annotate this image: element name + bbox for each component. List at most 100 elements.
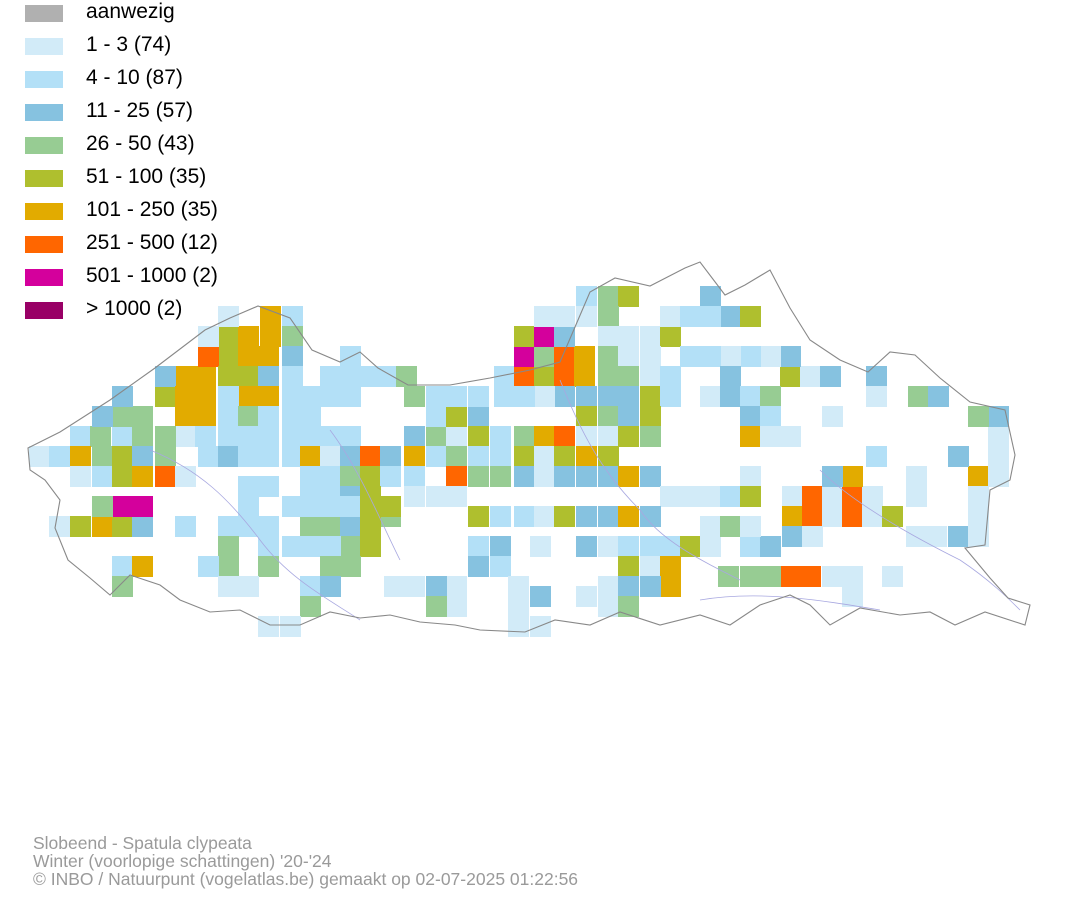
grid-cell <box>862 486 883 507</box>
legend-swatch <box>25 203 63 220</box>
grid-cell <box>112 386 133 407</box>
grid-cell <box>598 406 619 427</box>
grid-cell <box>948 526 969 547</box>
grid-cell <box>218 386 239 407</box>
grid-cell <box>238 496 259 517</box>
grid-cell <box>740 306 761 327</box>
grid-cell <box>468 446 489 467</box>
grid-cell <box>866 386 887 407</box>
grid-cell <box>988 426 1009 447</box>
grid-cell <box>660 536 681 557</box>
grid-cell <box>49 516 70 537</box>
grid-cell <box>195 406 216 427</box>
legend-label: 11 - 25 (57) <box>86 99 193 122</box>
grid-cell <box>640 386 661 407</box>
grid-cell <box>175 406 196 427</box>
legend-item: > 1000 (2) <box>25 297 325 321</box>
grid-cell <box>534 306 555 327</box>
grid-cell <box>802 506 823 527</box>
grid-cell <box>320 466 341 487</box>
grid-cell <box>218 446 239 467</box>
legend-label: 101 - 250 (35) <box>86 198 218 221</box>
grid-cell <box>508 596 529 617</box>
grid-cell <box>740 536 761 557</box>
grid-cell <box>822 406 843 427</box>
grid-cell <box>530 586 551 607</box>
grid-cell <box>198 556 219 577</box>
grid-cells <box>29 286 1009 637</box>
legend-item: 11 - 25 (57) <box>25 99 325 123</box>
legend-swatch <box>25 38 63 55</box>
grid-cell <box>90 426 111 447</box>
grid-cell <box>218 326 239 347</box>
grid-cell <box>554 386 575 407</box>
grid-cell <box>340 536 361 557</box>
legend-item: 501 - 1000 (2) <box>25 264 325 288</box>
grid-cell <box>300 496 321 517</box>
grid-cell <box>258 426 279 447</box>
grid-cell <box>740 516 761 537</box>
legend-swatch <box>25 302 63 319</box>
legend-swatch <box>25 236 63 253</box>
grid-cell <box>534 346 555 367</box>
grid-cell <box>282 346 303 367</box>
grid-cell <box>132 466 153 487</box>
grid-cell <box>718 566 739 587</box>
grid-cell <box>576 426 597 447</box>
grid-cell <box>660 386 681 407</box>
grid-cell <box>618 366 639 387</box>
grid-cell <box>468 536 489 557</box>
grid-cell <box>514 466 535 487</box>
grid-cell <box>112 516 133 537</box>
grid-cell <box>175 516 196 537</box>
grid-cell <box>782 526 803 547</box>
grid-cell <box>198 446 219 467</box>
grid-cell <box>112 556 133 577</box>
grid-cell <box>618 506 639 527</box>
grid-cell <box>842 486 863 507</box>
grid-cell <box>598 466 619 487</box>
grid-cell <box>720 386 741 407</box>
grid-cell <box>446 446 467 467</box>
grid-cell <box>468 506 489 527</box>
legend-swatch <box>25 269 63 286</box>
grid-cell <box>258 556 279 577</box>
grid-cell <box>426 446 447 467</box>
grid-cell <box>300 446 321 467</box>
grid-cell <box>842 466 863 487</box>
rivers <box>149 379 1021 621</box>
grid-cell <box>360 366 381 387</box>
grid-cell <box>968 506 989 527</box>
grid-cell <box>490 466 511 487</box>
grid-cell <box>514 506 535 527</box>
grid-cell <box>554 446 575 467</box>
grid-cell <box>494 386 515 407</box>
grid-cell <box>198 326 219 347</box>
grid-cell <box>618 576 639 597</box>
grid-cell <box>426 576 447 597</box>
grid-cell <box>218 576 239 597</box>
grid-cell <box>238 426 259 447</box>
grid-cell <box>175 386 196 407</box>
legend-swatch <box>25 5 63 22</box>
grid-cell <box>340 516 361 537</box>
grid-cell <box>468 426 489 447</box>
grid-cell <box>258 346 279 367</box>
grid-cell <box>576 386 597 407</box>
grid-cell <box>554 326 575 347</box>
grid-cell <box>780 566 801 587</box>
grid-cell <box>988 406 1009 427</box>
grid-cell <box>882 506 903 527</box>
grid-cell <box>530 616 551 637</box>
legend-label: aanwezig <box>86 0 175 23</box>
grid-cell <box>360 536 381 557</box>
grid-cell <box>446 386 467 407</box>
legend-item: 251 - 500 (12) <box>25 231 325 255</box>
grid-cell <box>988 466 1009 487</box>
grid-cell <box>282 426 303 447</box>
grid-cell <box>908 386 929 407</box>
grid-cell <box>300 386 321 407</box>
grid-cell <box>282 536 303 557</box>
grid-cell <box>92 516 113 537</box>
grid-cell <box>258 476 279 497</box>
